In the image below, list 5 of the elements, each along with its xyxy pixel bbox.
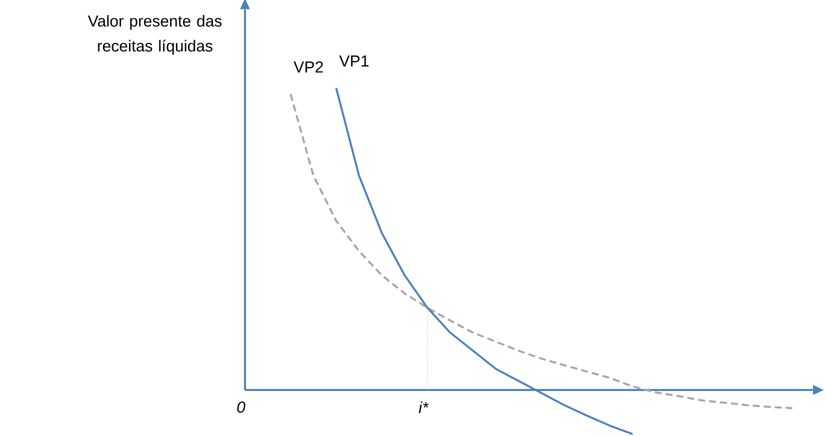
y-axis-title: Valor presente das receitas líquidas [88, 15, 222, 55]
x-tick-label: i* [418, 402, 429, 414]
series-label: VP1 [339, 56, 368, 66]
series-label: VP2 [294, 61, 323, 73]
x-tick-label: 0 [237, 402, 246, 413]
